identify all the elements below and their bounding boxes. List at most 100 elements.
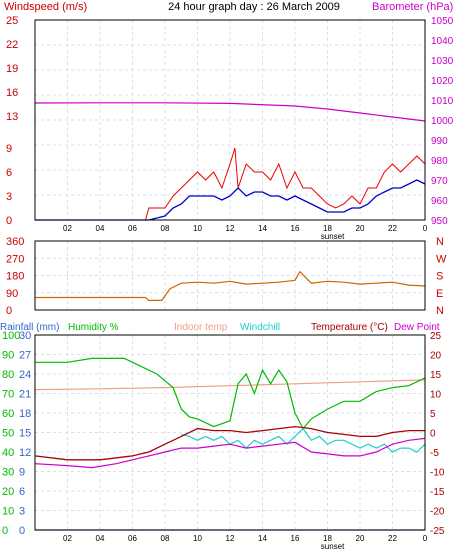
indoor-temp-label: Indoor temp [174,322,228,333]
rainfall-tick-label: 18 [19,408,31,420]
barometer-tick-label: 1030 [431,56,454,67]
x-tick-label: 10 [193,224,202,233]
windspeed-tick-label: 0 [6,215,12,227]
temperature-tick-label: -25 [430,526,445,537]
x-tick-label: 22 [388,534,397,543]
direction-tick-label: 270 [6,253,24,265]
compass-label: N [436,305,444,317]
x-tick-label: 0 [423,224,428,233]
barometer-tick-label: 970 [431,176,448,187]
wind-gust-line [35,147,426,221]
x-tick-label: 16 [291,224,300,233]
temperature-tick-label: -10 [430,468,445,479]
rainfall-tick-label: 9 [19,467,25,479]
windchill-line [181,427,426,453]
humidity-tick-label: 50 [2,428,14,440]
rainfall-tick-label: 0 [19,525,25,537]
windspeed-tick-label: 13 [6,111,18,123]
rainfall-axis-label: Rainfall (mm) [0,322,59,333]
temperature-tick-label: 10 [430,390,442,401]
humidity-tick-label: 20 [2,486,14,498]
x-tick-label: 20 [356,534,365,543]
wind-panel-frame [34,19,426,221]
temperature-tick-label: -5 [430,448,439,459]
compass-label: W [436,253,447,265]
temperature-tick-label: 5 [430,409,436,420]
humidity-tick-label: 80 [2,369,14,381]
rainfall-tick-label: 27 [19,350,31,362]
x-tick-label: 10 [193,534,202,543]
sunset-marker-label: sunset [321,542,345,551]
direction-tick-label: 180 [6,271,24,283]
direction-tick-label: 90 [6,288,18,300]
humidity-tick-label: 0 [2,525,8,537]
barometer-tick-label: 1000 [431,116,454,127]
x-tick-label: 08 [161,534,170,543]
direction-tick-label: 0 [6,305,12,317]
windchill-label: Windchill [240,322,280,333]
x-tick-label: 20 [356,224,365,233]
rainfall-tick-label: 21 [19,389,31,401]
barometer-tick-label: 1020 [431,76,454,87]
windspeed-tick-label: 16 [6,87,18,99]
x-tick-label: 16 [291,534,300,543]
barometer-tick-label: 950 [431,216,448,227]
temperature-line [34,425,425,461]
barometer-tick-label: 1010 [431,96,454,107]
barometer-axis-label: Barometer (hPa) [372,1,453,13]
x-tick-label: 18 [323,224,332,233]
humidity-tick-label: 70 [2,389,14,401]
temperature-panel-frame [34,334,426,531]
wind-direction-line [35,270,426,301]
temperature-tick-label: -15 [430,487,445,498]
windspeed-tick-label: 25 [6,15,18,27]
sunset-marker-label: sunset [321,232,345,241]
x-tick-label: 12 [226,224,235,233]
barometer-tick-label: 990 [431,136,448,147]
compass-label: N [436,236,444,248]
barometer-tick-label: 980 [431,156,448,167]
x-tick-label: 08 [161,224,170,233]
x-tick-label: 18 [323,534,332,543]
compass-label: S [436,271,443,283]
temperature-tick-label: 25 [430,331,442,342]
humidity-tick-label: 60 [2,408,14,420]
windspeed-tick-label: 19 [6,63,18,75]
rainfall-tick-label: 12 [19,447,31,459]
windspeed-tick-label: 3 [6,191,12,203]
x-tick-label: 14 [258,224,267,233]
barometer-tick-label: 960 [431,196,448,207]
compass-label: E [436,288,443,300]
windspeed-tick-label: 9 [6,143,12,155]
barometer-tick-label: 1040 [431,36,454,47]
indoor-temp-line [34,379,426,391]
humidity-tick-label: 30 [2,467,14,479]
barometer-tick-label: 1050 [431,16,454,27]
x-tick-label: 06 [128,224,137,233]
direction-panel-frame [34,240,426,311]
x-tick-label: 04 [96,224,105,233]
chart-title: 24 hour graph day : 26 March 2009 [168,1,340,13]
x-tick-label: 12 [226,534,235,543]
barometer-line [34,102,426,122]
rainfall-tick-label: 3 [19,506,25,518]
direction-tick-label: 360 [6,236,24,248]
x-tick-label: 04 [96,534,105,543]
temperature-axis-label: Temperature (°C) [311,322,388,333]
x-tick-label: 22 [388,224,397,233]
rainfall-tick-label: 6 [19,486,25,498]
temperature-tick-label: 20 [430,351,442,362]
windspeed-tick-label: 6 [6,167,12,179]
rainfall-tick-label: 30 [19,330,31,342]
x-tick-label: 06 [128,534,137,543]
rainfall-tick-label: 15 [19,428,31,440]
humidity-tick-label: 40 [2,447,14,459]
temperature-tick-label: -20 [430,507,445,518]
humidity-line [35,357,426,430]
temperature-tick-label: 15 [430,370,442,381]
x-tick-label: 0 [423,534,428,543]
dewpoint-label: Dew Point [394,322,440,333]
windspeed-tick-label: 22 [6,39,18,51]
windspeed-axis-label: Windspeed (m/s) [4,1,87,13]
